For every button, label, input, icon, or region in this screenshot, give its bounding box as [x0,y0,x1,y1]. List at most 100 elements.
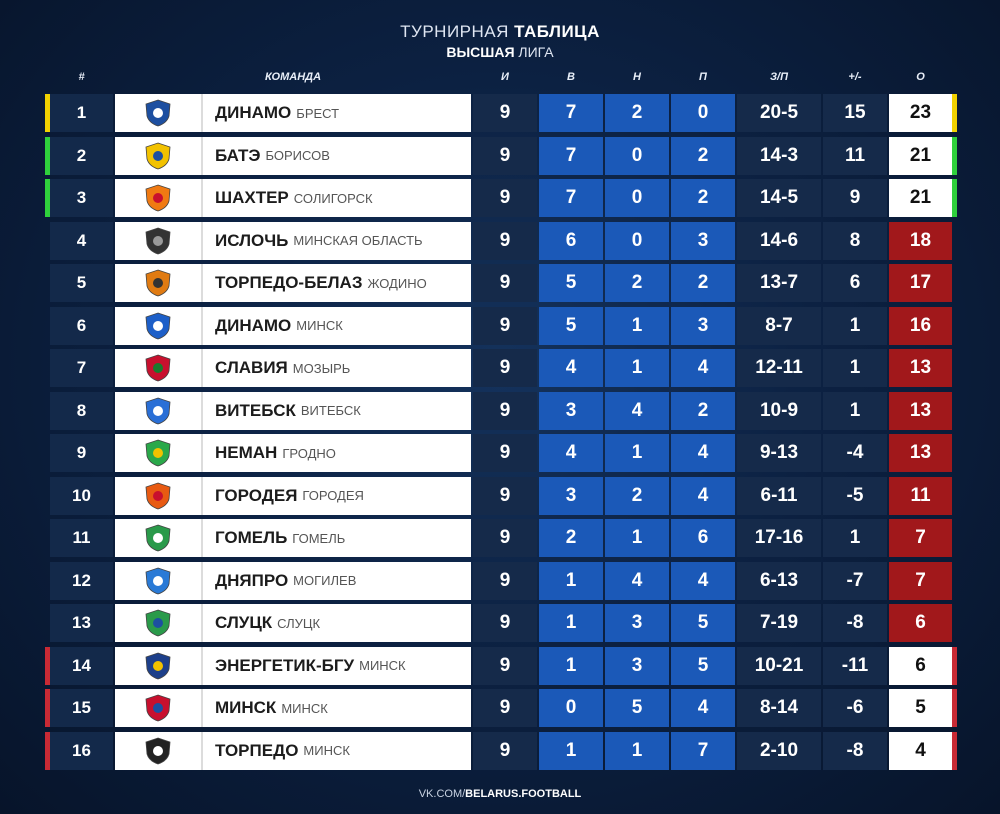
team-logo [115,689,203,727]
points-cell: 4 [889,731,952,770]
team-city: ГОМЕЛЬ [292,530,346,546]
goal-diff-cell: -11 [823,646,887,685]
row-accent-right [952,689,957,727]
team-cell: ГОМЕЛЬ ГОМЕЛЬ [115,519,471,557]
team-name: ИСЛОЧЬ [215,230,289,250]
team-city: МОЗЫРЬ [292,360,351,376]
team-cell: СЛУЦК СЛУЦК [115,604,471,642]
row-accent-right [952,434,957,472]
position-cell: 5 [50,264,113,302]
drawn-cell: 1 [605,731,669,770]
club-crest-icon [145,227,171,254]
drawn-cell: 1 [605,434,669,472]
col-header-drawn: Н [633,71,641,83]
table-row: 1 ДИНАМО БРЕСТ 9 7 2 0 20-5 15 23 [45,94,957,132]
row-accent-left [45,136,50,175]
table-row: 14 ЭНЕРГЕТИК-БГУ МИНСК 9 1 3 5 10-21 -11… [45,646,957,685]
row-accent-right [952,604,957,642]
position-cell: 14 [50,646,113,685]
played-cell: 9 [473,306,537,345]
won-cell: 1 [539,604,603,642]
position-cell: 15 [50,689,113,727]
won-cell: 1 [539,561,603,600]
lost-cell: 3 [671,306,735,345]
position-cell: 4 [50,221,113,260]
position-cell: 7 [50,349,113,387]
team-name: БАТЭ [215,145,261,165]
goal-diff-cell: 8 [823,221,887,260]
table-row: 10 ГОРОДЕЯ ГОРОДЕЯ 9 3 2 4 6-11 -5 11 [45,476,957,515]
table-row: 12 ДНЯПРО МОГИЛЕВ 9 1 4 4 6-13 -7 7 [45,561,957,600]
drawn-cell: 2 [605,264,669,302]
points-cell: 21 [889,179,952,217]
lost-cell: 2 [671,264,735,302]
goal-diff-cell: 15 [823,94,887,132]
goal-diff-cell: -8 [823,604,887,642]
drawn-cell: 2 [605,476,669,515]
club-crest-icon [145,652,171,679]
goals-cell: 14-6 [737,221,821,260]
lost-cell: 2 [671,136,735,175]
team-cell: БАТЭ БОРИСОВ [115,136,471,175]
lost-cell: 3 [671,221,735,260]
drawn-cell: 1 [605,306,669,345]
page-subtitle: ВЫСШАЯ ЛИГА [446,44,554,60]
team-city: МИНСК [296,318,343,333]
goals-cell: 14-5 [737,179,821,217]
position-cell: 9 [50,434,113,472]
goal-diff-cell: -5 [823,476,887,515]
drawn-cell: 1 [605,349,669,387]
goals-cell: 17-16 [737,519,821,557]
team-city: МИНСК [359,658,406,673]
team-city: ЖОДИНО [367,275,427,291]
table-row: 9 НЕМАН ГРОДНО 9 4 1 4 9-13 -4 13 [45,434,957,472]
position-cell: 3 [50,179,113,217]
team-name: ЭНЕРГЕТИК-БГУ [215,655,355,675]
won-cell: 7 [539,94,603,132]
played-cell: 9 [473,519,537,557]
team-logo [115,561,203,600]
row-accent-right [952,562,957,600]
played-cell: 9 [473,349,537,387]
drawn-cell: 0 [605,221,669,260]
team-logo [115,264,203,302]
team-logo [115,391,203,430]
points-cell: 11 [889,476,952,515]
team-logo [115,604,203,642]
goals-cell: 10-9 [737,391,821,430]
team-cell: ГОРОДЕЯ ГОРОДЕЯ [115,476,471,515]
drawn-cell: 0 [605,136,669,175]
played-cell: 9 [473,434,537,472]
goal-diff-cell: 11 [823,136,887,175]
points-cell: 23 [889,94,952,132]
won-cell: 3 [539,391,603,430]
goals-cell: 13-7 [737,264,821,302]
team-cell: ДИНАМО БРЕСТ [115,94,471,132]
team-city: МИНСКАЯ ОБЛАСТЬ [293,233,423,248]
team-logo [115,476,203,515]
goals-cell: 8-14 [737,689,821,727]
row-accent-left [45,179,50,217]
team-city: БРЕСТ [296,105,340,121]
team-cell: ВИТЕБСК ВИТЕБСК [115,391,471,430]
team-city: СОЛИГОРСК [293,190,373,206]
points-cell: 6 [889,604,952,642]
table-row: 6 ДИНАМО МИНСК 9 5 1 3 8-7 1 16 [45,306,957,345]
team-city: СЛУЦК [277,615,321,631]
played-cell: 9 [473,221,537,260]
club-crest-icon [145,99,171,127]
drawn-cell: 3 [605,646,669,685]
position-cell: 1 [50,94,113,132]
col-header-points: О [916,71,925,83]
team-cell: ТОРПЕДО-БЕЛАЗ ЖОДИНО [115,264,471,302]
team-cell: СЛАВИЯ МОЗЫРЬ [115,349,471,387]
position-cell: 16 [50,731,113,770]
lost-cell: 4 [671,434,735,472]
lost-cell: 4 [671,561,735,600]
team-name: ДИНАМО [215,315,292,335]
team-logo [115,94,203,132]
team-cell: ТОРПЕДО МИНСК [115,731,471,770]
row-accent-right [952,392,957,430]
points-cell: 5 [889,689,952,727]
team-name: ВИТЕБСК [215,400,296,420]
